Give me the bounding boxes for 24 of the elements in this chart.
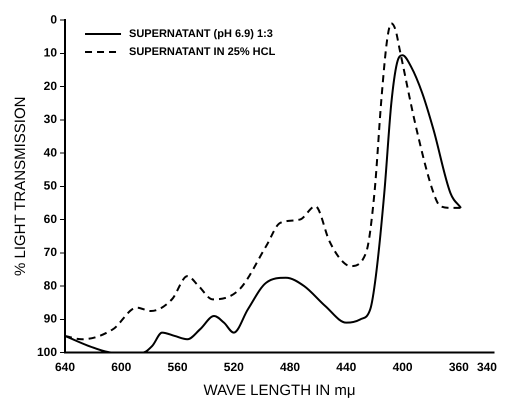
y-tick-label: 60 [44, 212, 58, 226]
x-axis-title: WAVE LENGTH IN mμ [204, 382, 356, 400]
x-tick-label: 400 [392, 360, 413, 374]
x-tick-label: 480 [280, 360, 300, 374]
y-tick-label: 0 [50, 12, 58, 26]
legend-label: SUPERNATANT (pH 6.9) 1:3 [129, 28, 273, 40]
x-tick-label: 340 [476, 360, 498, 374]
x-tick-label: 600 [111, 360, 132, 374]
x-tick-label: 360 [448, 360, 470, 374]
y-tick-label: 40 [44, 145, 58, 160]
y-tick-label: 50 [44, 178, 58, 193]
y-tick-label: 20 [44, 78, 58, 93]
y-tick-label: 70 [44, 245, 58, 260]
y-tick-label: 90 [44, 312, 58, 326]
y-tick-label: 100 [36, 344, 58, 359]
y-tick-label: 80 [44, 278, 58, 292]
y-axis-title: % LIGHT TRANSMISSION [12, 96, 30, 276]
y-tick-label: 10 [44, 46, 58, 60]
x-tick-label: 520 [224, 360, 244, 374]
y-tick-label: 30 [44, 112, 58, 126]
x-tick-label: 440 [336, 360, 357, 374]
x-tick-label: 560 [168, 360, 188, 374]
x-tick-label: 640 [55, 360, 76, 374]
legend-label: SUPERNATANT IN 25% HCL [129, 46, 276, 58]
